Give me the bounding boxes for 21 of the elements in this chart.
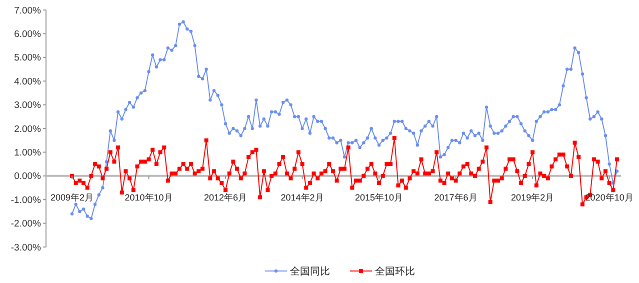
y-tick-label: 2.00% [14, 124, 42, 135]
y-tick-label: 4.00% [14, 76, 42, 88]
legend-label: 全国环比 [375, 266, 415, 278]
x-tick-label: 2015年10月 [355, 192, 404, 202]
y-tick-label: -1.00% [10, 194, 42, 206]
y-tick-label: 3.00% [14, 100, 42, 112]
y-tick-label: 5.00% [14, 52, 42, 64]
x-tick-label: 2009年2月 [50, 192, 94, 202]
x-tick-label: 2017年6月 [434, 192, 478, 202]
x-tick-label: 2014年2月 [280, 192, 324, 202]
x-tick-label: 2010年10月 [124, 192, 173, 202]
y-tick-label: -3.00% [10, 242, 42, 254]
y-tick-label: 0.00% [14, 171, 42, 182]
y-tick-label: -2.00% [10, 218, 42, 230]
x-tick-label: 2012年6月 [204, 192, 248, 202]
x-tick-label: 2020年10月 [585, 192, 634, 202]
y-tick-label: 6.00% [14, 29, 42, 40]
x-tick-label: 2019年2月 [511, 192, 554, 202]
y-tick-label: 1.00% [14, 148, 42, 159]
legend-label: 全国同比 [290, 266, 330, 278]
y-tick-label: 7.00% [14, 5, 42, 16]
